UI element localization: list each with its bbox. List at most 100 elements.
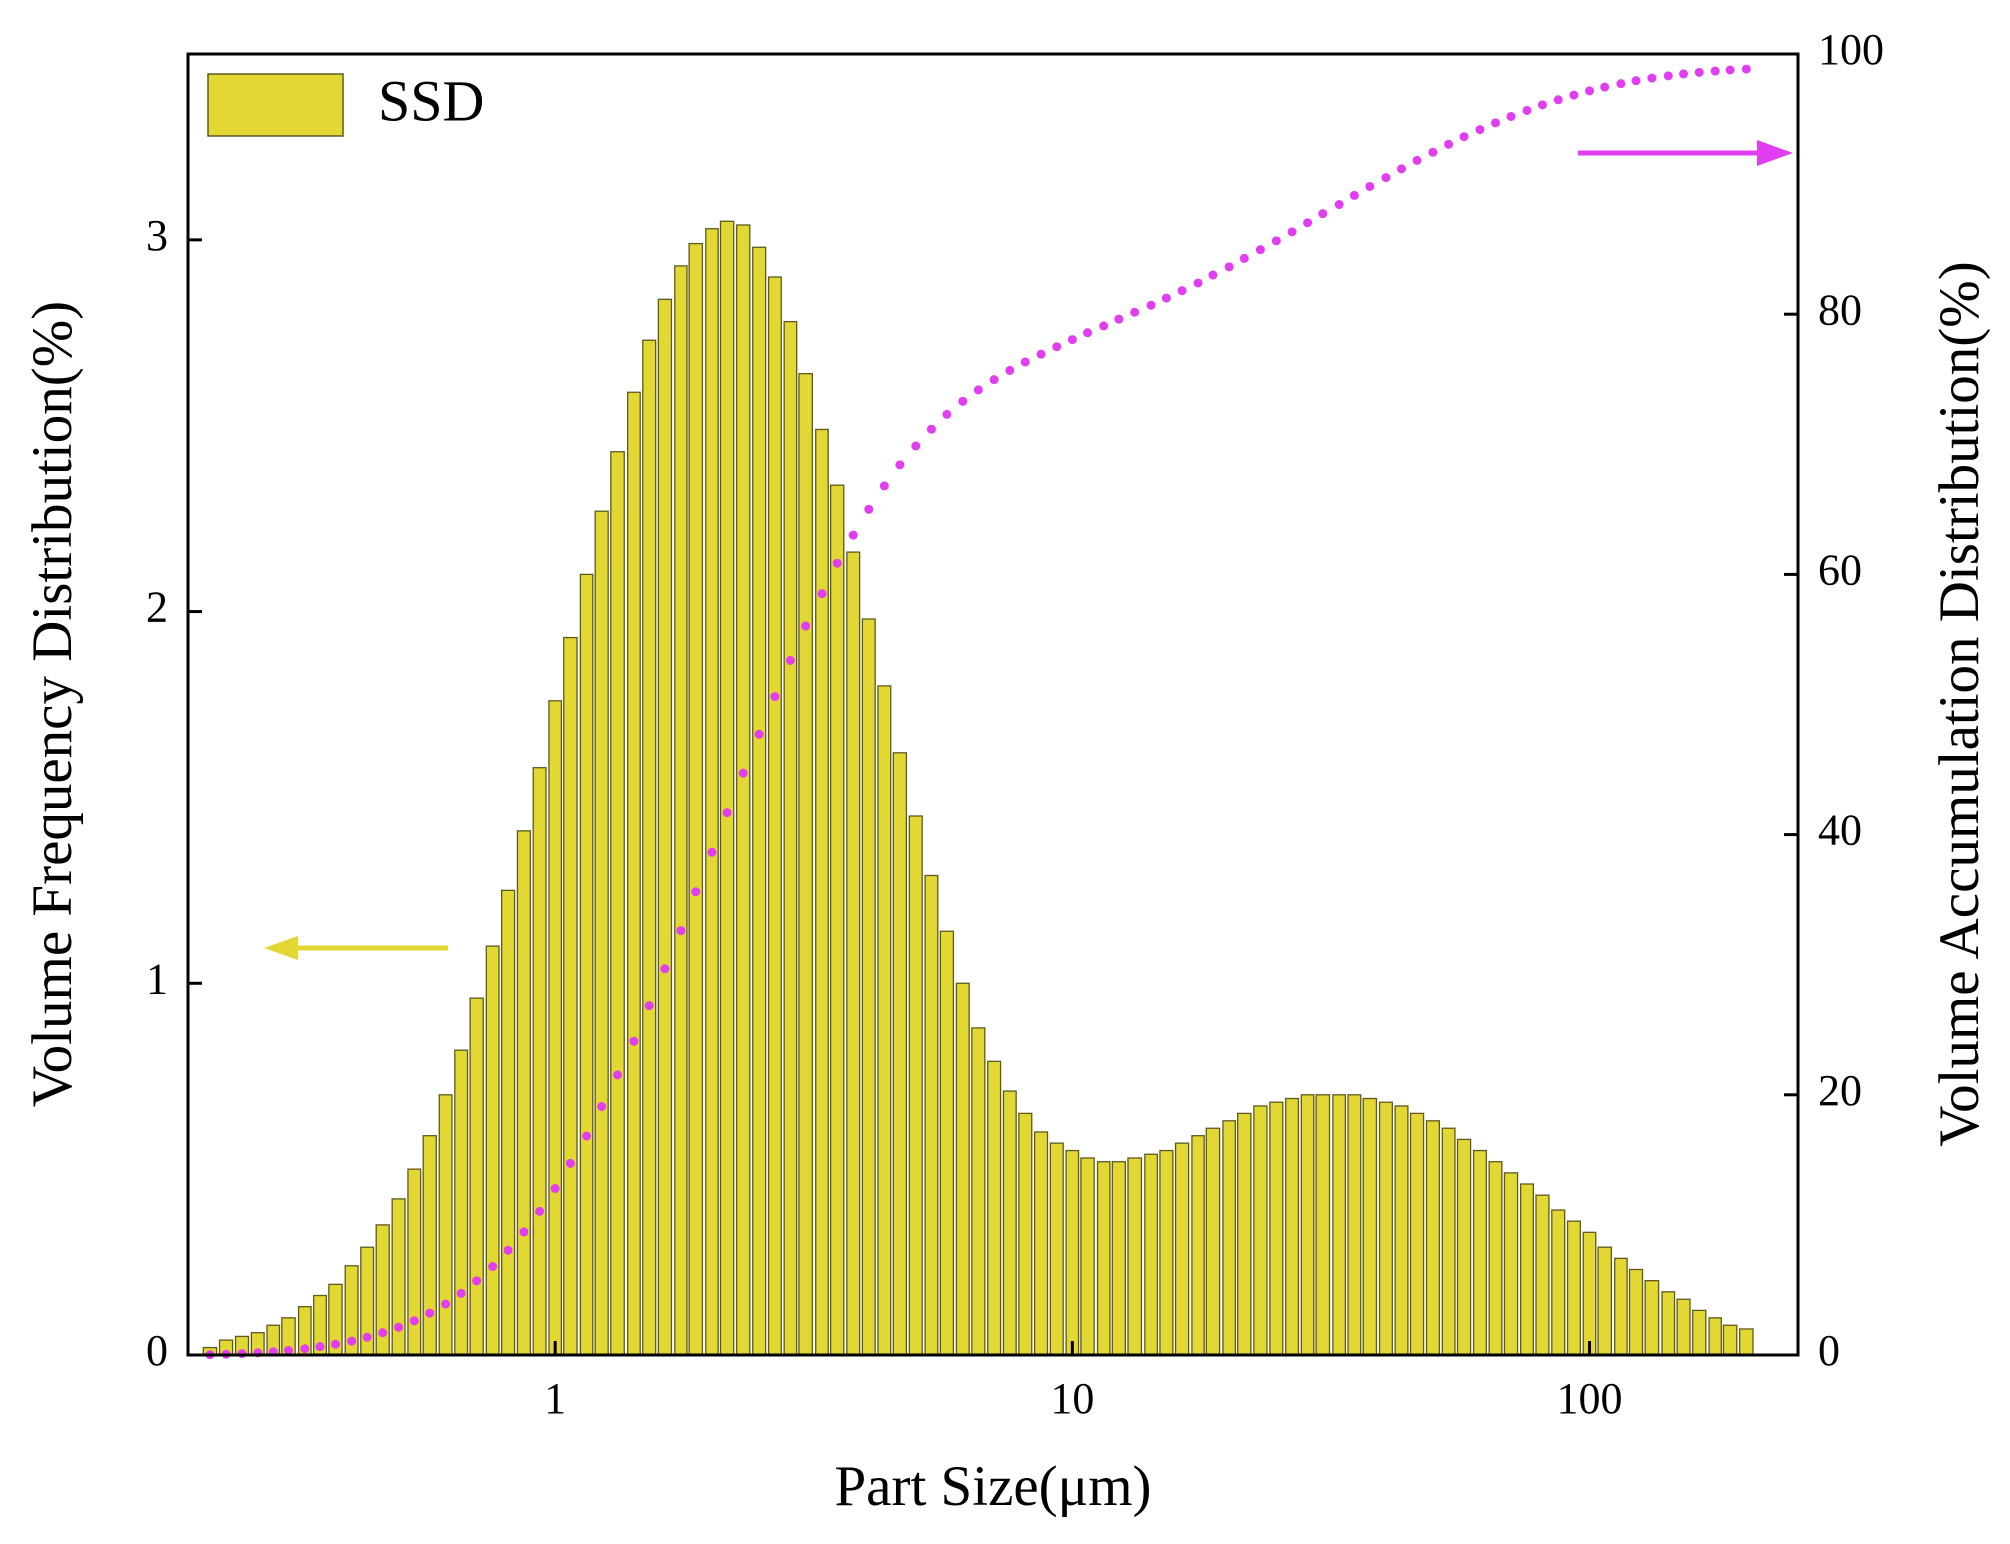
- cumulative-dot: [864, 504, 874, 514]
- cumulative-dot: [1083, 328, 1093, 338]
- cumulative-dot: [1741, 64, 1751, 74]
- cumulative-dot: [1271, 236, 1281, 246]
- bar: [1049, 1142, 1064, 1356]
- cumulative-dot: [1585, 86, 1595, 96]
- cumulative-dot: [1663, 71, 1673, 81]
- cumulative-dot: [1193, 278, 1203, 288]
- cumulative-dot: [330, 1339, 340, 1349]
- bar: [1378, 1101, 1393, 1356]
- cumulative-dot: [519, 1227, 529, 1237]
- cumulative-dot: [1255, 245, 1265, 255]
- bar: [1347, 1094, 1362, 1356]
- cumulative-dot: [1318, 209, 1328, 219]
- bar: [736, 224, 751, 1356]
- cumulative-dot: [1020, 357, 1030, 367]
- bar: [579, 573, 594, 1356]
- cumulative-dot: [1130, 307, 1140, 317]
- cumulative-dot: [676, 926, 686, 936]
- cumulative-dot: [1146, 300, 1156, 310]
- bar: [1614, 1257, 1628, 1356]
- bar: [1018, 1112, 1033, 1356]
- cumulative-dot: [1616, 79, 1626, 89]
- cumulative-dot: [1052, 342, 1062, 352]
- bar: [1002, 1090, 1017, 1356]
- bar: [908, 815, 923, 1356]
- cumulative-dot: [613, 1070, 623, 1080]
- x-axis-title: Part Size(μm): [834, 1455, 1151, 1518]
- bar: [1661, 1291, 1676, 1356]
- cumulative-dot: [441, 1299, 451, 1309]
- bar: [798, 373, 813, 1356]
- cumulative-dot: [503, 1245, 513, 1255]
- cumulative-dot: [1428, 147, 1438, 157]
- bar: [955, 982, 970, 1356]
- cumulative-dot: [879, 481, 889, 491]
- x-tick-label: 1: [544, 1374, 566, 1423]
- bar: [1159, 1149, 1174, 1356]
- bar: [532, 767, 547, 1356]
- bar: [783, 320, 798, 1356]
- plot-frame: [186, 52, 1800, 1357]
- cumulative-dot: [535, 1206, 545, 1216]
- cumulative-dot: [597, 1102, 607, 1112]
- cumulative-dot: [754, 729, 764, 739]
- bar: [1722, 1324, 1738, 1356]
- cumulative-dot: [1537, 100, 1547, 110]
- legend-swatch: [207, 73, 344, 137]
- cumulative-dot: [472, 1276, 482, 1286]
- cumulative-dot: [895, 460, 905, 470]
- cumulative-dot: [1491, 118, 1501, 128]
- bar: [1332, 1094, 1347, 1356]
- bar: [1065, 1149, 1080, 1356]
- cumulative-dot: [425, 1308, 435, 1318]
- y-tick-label: 2: [146, 583, 168, 632]
- bar: [1551, 1209, 1566, 1356]
- cumulative-dot: [942, 409, 952, 419]
- cumulative-dot: [1459, 132, 1469, 142]
- cumulative-dot: [582, 1131, 592, 1141]
- bar: [752, 246, 767, 1356]
- cumulative-dot: [958, 396, 968, 406]
- bar: [1535, 1194, 1550, 1356]
- bar: [705, 228, 719, 1356]
- cumulative-dot: [1631, 76, 1641, 86]
- bar: [485, 945, 500, 1356]
- y2-tick-label: 0: [1818, 1326, 1840, 1375]
- bar: [1127, 1157, 1143, 1356]
- bar: [438, 1094, 453, 1356]
- cumulative-dot: [1694, 67, 1704, 77]
- bar: [1174, 1142, 1190, 1356]
- cumulative-dot: [1397, 164, 1407, 174]
- cumulative-dot: [1161, 293, 1171, 303]
- bar: [939, 930, 955, 1356]
- cumulative-dot: [565, 1158, 575, 1168]
- cumulative-dot: [738, 768, 748, 778]
- bar: [422, 1135, 437, 1356]
- cumulative-dot: [1036, 349, 1046, 359]
- bar: [1456, 1138, 1472, 1356]
- bar: [1582, 1231, 1597, 1356]
- y-tick-label: 0: [146, 1326, 168, 1375]
- cumulative-dot: [1475, 125, 1485, 135]
- cumulative-dot: [550, 1183, 560, 1193]
- cumulative-dot: [691, 887, 701, 897]
- bar: [657, 298, 673, 1356]
- bar: [987, 1060, 1002, 1356]
- cumulative-dot: [300, 1344, 310, 1354]
- cumulative-dot: [1569, 90, 1579, 100]
- cumulative-dot: [832, 558, 842, 568]
- y2-tick-label: 40: [1818, 806, 1862, 855]
- bar: [861, 618, 876, 1356]
- cumulative-dot: [394, 1322, 404, 1332]
- bar: [1441, 1127, 1456, 1356]
- cumulative-dot: [1600, 82, 1610, 92]
- bar: [1111, 1161, 1126, 1356]
- legend: SSD: [207, 68, 484, 137]
- cumulative-dot: [722, 808, 732, 818]
- bar: [829, 484, 845, 1356]
- bar: [1033, 1131, 1049, 1356]
- arrow-head: [1757, 140, 1793, 166]
- bar: [1191, 1135, 1205, 1356]
- bar: [627, 391, 641, 1356]
